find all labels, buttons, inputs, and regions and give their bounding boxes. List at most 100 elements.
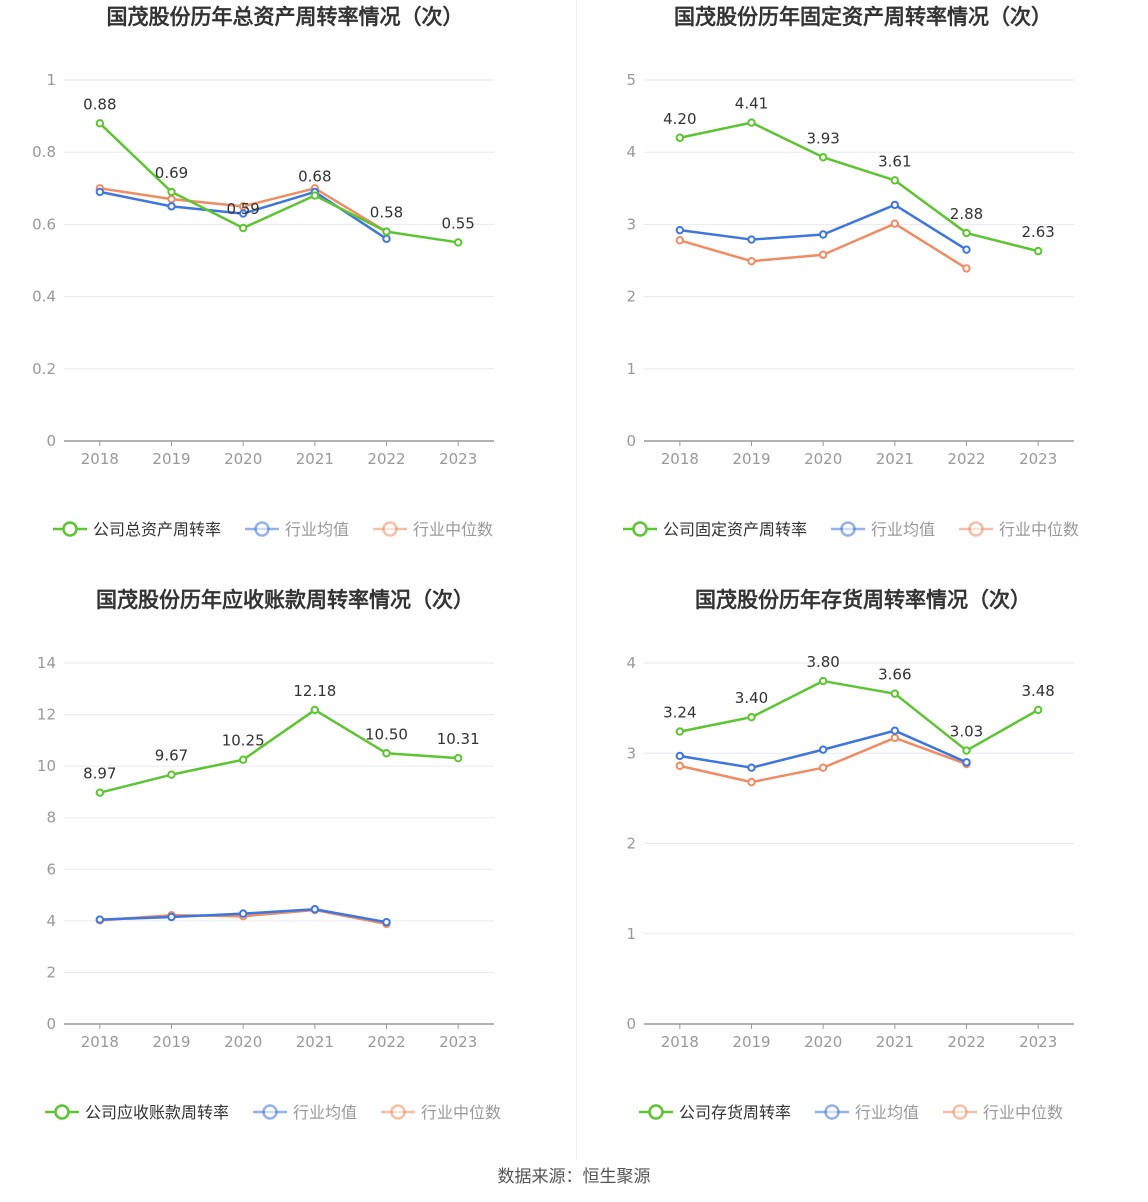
legend-label: 公司总资产周转率 [93,520,221,539]
y-tick-label: 2 [46,963,56,981]
data-label: 0.55 [441,214,474,232]
chart-svg: 国茂股份历年存货周转率情况（次） 0 1 2 3 4 2018 2019 2020 2021 202… [626,588,1074,1122]
x-tick-label: 2022 [947,1033,985,1051]
legend-label: 行业均值 [285,520,349,539]
data-point-median [167,194,176,204]
data-label: 10.50 [365,725,408,743]
chart-panel-inventory-turnover: 国茂股份历年存货周转率情况（次） 0 1 2 3 4 2018 2019 2020 2021 202… [578,583,1148,1158]
x-tick-label: 2023 [1019,450,1057,468]
data-point-company [747,118,756,127]
data-point-median [747,777,756,787]
legend-marker [254,521,270,537]
data-point-median [890,733,900,743]
x-tick-label: 2021 [876,1033,914,1051]
y-tick-label: 2 [626,288,636,306]
series-line-company [98,122,459,244]
y-tick-label: 1 [46,71,56,89]
legend-item-median: 行业中位数 [381,1103,501,1122]
data-label: 0.88 [83,95,116,113]
legend-marker [840,521,856,537]
data-point-company [238,223,248,233]
data-point-avg [238,909,248,918]
data-label: 3.40 [735,689,768,707]
y-tick-label: 3 [626,215,636,233]
data-label: 3.80 [806,653,839,671]
data-label: 3.03 [950,723,983,741]
data-label: 4.41 [735,95,768,113]
x-tick-label: 2022 [947,450,985,468]
y-tick-label: 0 [46,432,56,450]
data-point-avg [310,905,320,914]
data-point-company [1033,705,1043,715]
legend-item-company: 公司总资产周转率 [53,520,221,539]
x-tick-label: 2018 [661,450,699,468]
legend-label: 公司应收账款周转率 [85,1103,229,1122]
data-point-company [1033,246,1043,256]
x-tick-label: 2023 [439,1033,477,1051]
data-label: 10.25 [222,732,265,750]
chart-title: 国茂股份历年总资产周转率情况（次） [107,5,464,29]
y-tick-label: 3 [626,744,636,762]
legend-item-company: 公司应收账款周转率 [45,1103,229,1122]
legend-label: 行业中位数 [413,520,493,539]
x-tick-label: 2018 [81,450,119,468]
data-point-avg [95,915,105,924]
y-tick-label: 0.4 [32,288,56,306]
data-point-company [675,133,685,142]
data-point-median [818,763,828,772]
legend-item-avg: 行业均值 [815,1103,919,1122]
data-point-avg [675,751,685,761]
x-tick-label: 2020 [224,1033,262,1051]
x-tick-label: 2020 [804,1033,842,1051]
legend-item-median: 行业中位数 [943,1103,1063,1122]
x-tick-label: 2020 [804,450,842,468]
legend-item-median: 行业中位数 [373,520,493,539]
data-point-avg [238,209,248,218]
data-label: 3.48 [1021,682,1054,700]
legend-marker [54,1104,70,1120]
y-tick-label: 4 [626,654,636,672]
y-tick-label: 0.2 [32,360,56,378]
data-point-avg [890,726,900,735]
data-point-company [890,176,900,185]
data-label: 9.67 [155,747,188,765]
x-tick-label: 2019 [152,450,190,468]
series-line-company [679,121,1039,253]
data-label: 2.63 [1021,223,1054,241]
legend-item-avg: 行业均值 [245,520,349,539]
chart-svg: 国茂股份历年总资产周转率情况（次） 0 0.2 0.4 0.6 0.8 1 2018 2019 2… [32,5,494,539]
y-tick-label: 4 [626,143,636,161]
data-label: 0.58 [370,204,403,222]
data-label: 8.97 [83,765,116,783]
data-point-avg [962,245,971,254]
data-point-company [238,755,248,764]
x-tick-label: 2021 [876,450,914,468]
data-label: 3.93 [806,129,839,147]
x-tick-label: 2021 [296,450,334,468]
y-tick-label: 5 [626,71,636,89]
y-tick-label: 1 [626,925,636,943]
chart-title: 国茂股份历年固定资产周转率情况（次） [674,5,1052,29]
x-tick-label: 2021 [296,1033,334,1051]
x-tick-label: 2022 [367,1033,405,1051]
data-point-avg [962,758,971,767]
panel-divider [576,0,577,1160]
data-point-avg [167,912,176,922]
x-tick-label: 2023 [439,450,477,468]
data-point-company [747,712,756,722]
series-line-company [679,679,1039,752]
x-tick-label: 2019 [732,1033,770,1051]
legend-marker [824,1104,840,1120]
x-tick-label: 2019 [732,450,770,468]
legend-item-company: 公司固定资产周转率 [623,520,807,539]
data-label: 10.31 [437,730,480,748]
data-point-avg [818,745,828,754]
data-point-avg [890,200,900,210]
legend-marker [648,1104,664,1120]
y-tick-label: 0 [46,1015,56,1033]
y-tick-label: 10 [37,757,56,775]
data-point-company [382,227,391,236]
data-label: 4.20 [663,110,696,128]
data-label: 12.18 [293,682,336,700]
data-point-company [675,727,685,736]
